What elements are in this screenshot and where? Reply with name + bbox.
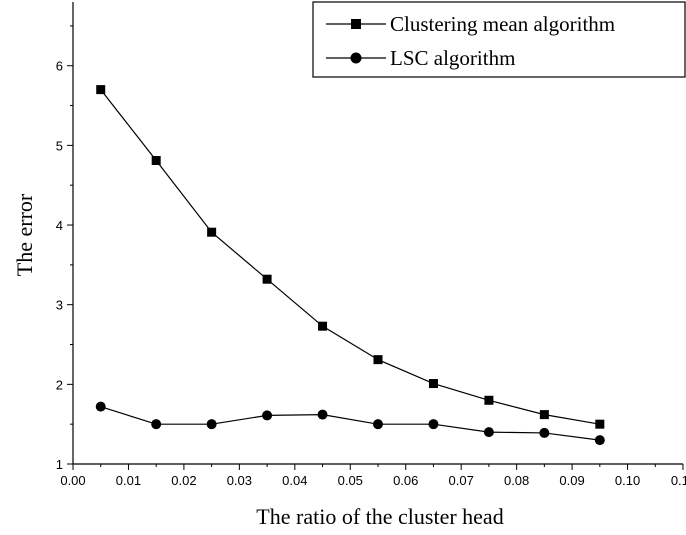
series-line: [100, 406, 600, 441]
series-group: [95, 85, 605, 446]
data-point-circle: [95, 401, 106, 412]
y-tick-label: 1: [56, 457, 63, 472]
x-tick-label: 0.08: [504, 473, 529, 488]
x-tick-label: 0.01: [116, 473, 141, 488]
series-1: [96, 85, 605, 429]
y-tick-label: 5: [56, 138, 63, 153]
data-point-square: [484, 395, 494, 405]
y-tick-label: 4: [56, 218, 63, 233]
data-point-circle: [594, 435, 605, 446]
x-tick-label: 0.06: [393, 473, 418, 488]
data-point-circle: [317, 409, 328, 420]
legend: Clustering mean algorithm LSC algorithm: [312, 1, 686, 78]
legend-marker-square: [351, 19, 361, 29]
data-point-square: [262, 274, 272, 284]
x-tick-label: 0.03: [227, 473, 252, 488]
series-line: [100, 89, 600, 425]
data-point-square: [207, 227, 217, 237]
x-tick-label: 0.05: [338, 473, 363, 488]
y-tick-label: 3: [56, 298, 63, 313]
data-point-square: [318, 321, 328, 331]
y-tick-label: 6: [56, 59, 63, 74]
data-point-circle: [428, 419, 439, 430]
series-2: [95, 401, 605, 446]
data-point-square: [373, 355, 383, 365]
x-tick-label: 0.11: [671, 473, 686, 488]
data-point-square: [96, 85, 106, 95]
data-point-square: [595, 419, 605, 429]
data-point-square: [539, 410, 549, 420]
legend-label-series-2: LSC algorithm: [390, 46, 515, 70]
x-tick-label: 0.09: [559, 473, 584, 488]
x-tick-label: 0.10: [615, 473, 640, 488]
data-point-circle: [483, 427, 494, 438]
data-point-circle: [262, 410, 273, 421]
x-axis-title: The ratio of the cluster head: [256, 504, 503, 529]
data-point-square: [428, 379, 438, 389]
x-tick-label: 0.02: [171, 473, 196, 488]
x-tick-label: 0.07: [449, 473, 474, 488]
y-axis-title: The error: [12, 193, 37, 276]
legend-marker-circle: [350, 52, 362, 64]
data-point-circle: [539, 427, 550, 438]
x-tick-label: 0.04: [282, 473, 307, 488]
data-point-circle: [373, 419, 383, 430]
data-point-square: [151, 156, 161, 166]
y-tick-label: 2: [56, 377, 63, 392]
x-tick-label: 0.00: [60, 473, 85, 488]
legend-label-series-1: Clustering mean algorithm: [390, 12, 615, 36]
data-point-circle: [206, 419, 217, 430]
data-point-circle: [151, 419, 162, 430]
axes: 0.00 0.01 0.02 0.03 0.04 0.05 0.06 0.07 0.08 0.09…: [56, 2, 686, 488]
legend-box: [312, 1, 686, 78]
